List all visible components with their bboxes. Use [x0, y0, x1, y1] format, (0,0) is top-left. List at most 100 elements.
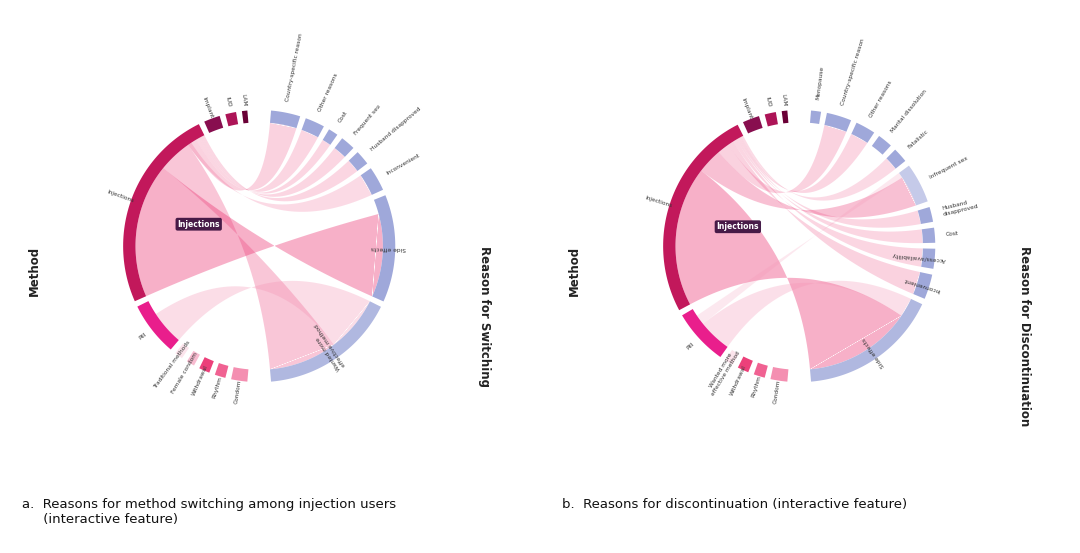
Polygon shape	[188, 123, 297, 191]
Text: Condom: Condom	[773, 379, 782, 404]
Polygon shape	[323, 129, 337, 145]
Text: Cost: Cost	[946, 231, 959, 237]
Polygon shape	[226, 112, 238, 126]
Polygon shape	[872, 136, 891, 155]
Text: Inconvenient: Inconvenient	[903, 276, 941, 293]
Polygon shape	[187, 351, 200, 366]
Text: Husband disapproved: Husband disapproved	[369, 107, 421, 152]
Polygon shape	[697, 173, 902, 324]
Polygon shape	[921, 248, 935, 269]
Polygon shape	[137, 301, 179, 349]
Polygon shape	[204, 116, 224, 133]
Text: Rhythm: Rhythm	[751, 375, 761, 399]
Polygon shape	[175, 343, 189, 358]
Text: Rhythm: Rhythm	[212, 375, 222, 399]
Polygon shape	[810, 299, 922, 382]
Text: IUD: IUD	[225, 97, 232, 108]
Text: a.  Reasons for method switching among injection users
     (interactive feature: a. Reasons for method switching among in…	[22, 498, 395, 526]
Polygon shape	[361, 168, 383, 195]
Polygon shape	[200, 137, 330, 194]
Polygon shape	[701, 152, 916, 218]
Polygon shape	[242, 111, 248, 123]
Polygon shape	[663, 125, 743, 310]
Text: Pill: Pill	[138, 332, 148, 341]
Polygon shape	[203, 135, 357, 201]
Polygon shape	[728, 142, 920, 294]
Text: Wanted more
effective method: Wanted more effective method	[705, 348, 741, 397]
Polygon shape	[740, 134, 867, 193]
Text: Condom: Condom	[233, 379, 242, 404]
Polygon shape	[683, 309, 728, 357]
Polygon shape	[743, 116, 762, 133]
Text: Wanted more
effective method: Wanted more effective method	[309, 323, 347, 371]
Text: Reason for Discontinuation: Reason for Discontinuation	[1017, 246, 1030, 426]
Polygon shape	[921, 228, 935, 243]
Polygon shape	[349, 152, 367, 171]
Text: Access/availability: Access/availability	[891, 252, 946, 262]
Polygon shape	[918, 207, 933, 224]
Text: Country-specific reason: Country-specific reason	[840, 38, 865, 106]
Text: Injections: Injections	[107, 189, 135, 203]
Text: Husband
disapproved: Husband disapproved	[941, 198, 980, 217]
Polygon shape	[738, 138, 921, 228]
Text: LAM: LAM	[240, 93, 246, 106]
Polygon shape	[899, 166, 928, 205]
Text: Marital dissolution: Marital dissolution	[890, 88, 928, 133]
Text: Country-specific reason: Country-specific reason	[285, 33, 303, 102]
Text: Implant: Implant	[741, 97, 753, 120]
Polygon shape	[726, 350, 739, 365]
Polygon shape	[135, 168, 383, 296]
Polygon shape	[754, 363, 768, 378]
Polygon shape	[914, 272, 932, 299]
Text: Menopause: Menopause	[815, 66, 824, 100]
Text: Side effects: Side effects	[861, 337, 886, 368]
Text: IUD: IUD	[765, 97, 771, 108]
Polygon shape	[782, 111, 788, 123]
Polygon shape	[200, 357, 214, 373]
Text: Infrequent sex: Infrequent sex	[929, 155, 969, 180]
Text: Fatalistic: Fatalistic	[907, 128, 930, 149]
Polygon shape	[738, 357, 753, 372]
Text: Frequent sex: Frequent sex	[353, 104, 382, 136]
Text: Method: Method	[568, 246, 581, 296]
Text: Method: Method	[28, 246, 41, 296]
Text: Injections: Injections	[717, 222, 759, 231]
Polygon shape	[675, 171, 902, 369]
Text: Injections: Injections	[177, 220, 220, 229]
Polygon shape	[215, 363, 228, 378]
Text: Injections: Injections	[645, 195, 673, 208]
Text: Other reasons: Other reasons	[868, 80, 893, 119]
Polygon shape	[824, 113, 851, 132]
Polygon shape	[770, 367, 788, 382]
Text: Inconvenient: Inconvenient	[386, 152, 421, 175]
Text: b.  Reasons for discontinuation (interactive feature): b. Reasons for discontinuation (interact…	[562, 498, 907, 511]
Text: LAM: LAM	[780, 93, 786, 106]
Polygon shape	[718, 125, 847, 193]
Polygon shape	[163, 145, 334, 369]
Text: Cost: Cost	[337, 110, 349, 124]
Text: Implant: Implant	[202, 97, 214, 119]
Polygon shape	[231, 367, 248, 382]
Text: Reason for Switching: Reason for Switching	[477, 246, 490, 387]
Polygon shape	[270, 111, 300, 128]
Polygon shape	[733, 139, 923, 267]
Polygon shape	[201, 136, 345, 197]
Polygon shape	[373, 195, 395, 301]
Polygon shape	[123, 124, 204, 301]
Polygon shape	[810, 111, 821, 124]
Text: Withdrawal: Withdrawal	[191, 364, 208, 397]
Text: Traditional methods: Traditional methods	[152, 340, 191, 389]
Polygon shape	[703, 281, 912, 347]
Text: Female condom: Female condom	[171, 352, 199, 395]
Polygon shape	[197, 130, 318, 192]
Polygon shape	[737, 139, 923, 243]
Polygon shape	[335, 138, 353, 157]
Polygon shape	[851, 123, 874, 143]
Polygon shape	[270, 301, 381, 382]
Polygon shape	[765, 112, 778, 127]
Polygon shape	[156, 281, 369, 345]
Polygon shape	[742, 136, 895, 201]
Polygon shape	[887, 150, 905, 169]
Text: Side effects: Side effects	[372, 246, 406, 251]
Polygon shape	[301, 118, 324, 137]
